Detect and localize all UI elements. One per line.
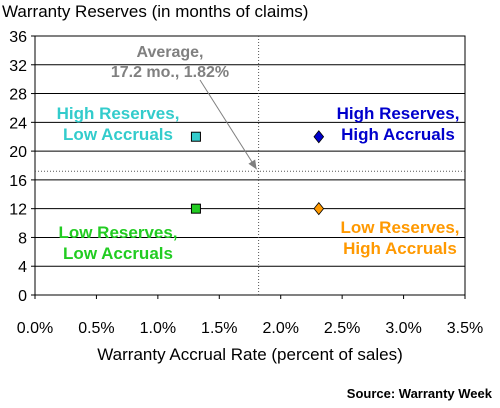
quadrant-label-bottom-right: Low Reserves, High Accruals [320, 217, 480, 259]
quadrant-label-line2: High Accruals [343, 239, 457, 258]
x-axis-ticks: 0.0% 0.5% 1.0% 1.5% 2.0% 2.5% 3.0% 3.5% [17, 295, 483, 337]
y-axis-ticks: 0 4 8 12 16 20 24 28 32 36 [9, 29, 35, 305]
x-tick-label: 1.0% [140, 320, 176, 337]
y-tick-label: 28 [9, 87, 27, 104]
plot-area [34, 35, 466, 296]
data-points [190, 130, 325, 216]
quadrant-label-line2: Low Accruals [63, 244, 173, 263]
x-tick-label: 3.0% [385, 320, 421, 337]
average-arrow-line [199, 79, 258, 170]
chart-title: Warranty Reserves (in months of claims) [2, 2, 309, 21]
quadrant-label-bottom-left: Low Reserves, Low Accruals [38, 222, 198, 264]
y-tick-label: 24 [9, 115, 27, 132]
gridlines [35, 64, 465, 267]
y-tick-label: 8 [18, 230, 27, 247]
data-point-square [190, 203, 201, 214]
data-point-diamond [313, 130, 325, 144]
average-arrow-head [248, 159, 257, 170]
average-label-line1: Average, [136, 44, 204, 61]
quadrant-label-line1: High Reserves, [336, 104, 460, 123]
source-note: Source: Warranty Week [346, 386, 492, 401]
quadrant-label-line2: Low Accruals [63, 125, 173, 144]
quadrant-label-line1: Low Reserves, [58, 223, 178, 242]
y-tick-label: 32 [9, 58, 27, 75]
data-point-square [190, 131, 201, 142]
x-tick-label: 3.5% [447, 320, 483, 337]
y-tick-label: 12 [9, 202, 27, 219]
y-tick-label: 16 [9, 173, 27, 190]
x-tick-label: 0.0% [17, 320, 53, 337]
quadrant-label-top-right: High Reserves, High Accruals [318, 103, 478, 145]
average-label: Average, 17.2 mo., 1.82% [80, 43, 260, 83]
x-tick-label: 2.5% [324, 320, 360, 337]
quadrant-label-line2: High Accruals [341, 125, 455, 144]
average-label-line2: 17.2 mo., 1.82% [110, 64, 230, 81]
quadrant-label-line1: Low Reserves, [340, 218, 460, 237]
y-tick-label: 0 [18, 288, 27, 305]
quadrant-label-line1: High Reserves, [56, 104, 180, 123]
average-arrow [199, 79, 258, 170]
y-tick-label: 4 [18, 259, 27, 276]
quadrant-label-top-left: High Reserves, Low Accruals [38, 103, 198, 145]
data-point-diamond [313, 202, 325, 216]
x-tick-label: 2.0% [262, 320, 298, 337]
x-axis-label: Warranty Accrual Rate (percent of sales) [97, 345, 403, 364]
x-tick-label: 0.5% [78, 320, 114, 337]
average-reference-lines [35, 36, 465, 295]
x-tick-label: 1.5% [201, 320, 237, 337]
y-tick-label: 20 [9, 144, 27, 161]
y-tick-label: 36 [9, 29, 27, 46]
